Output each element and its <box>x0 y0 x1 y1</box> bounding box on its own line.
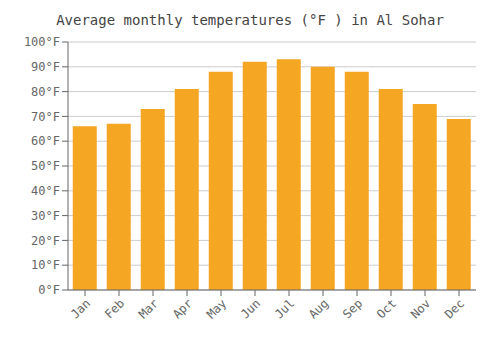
html-text:Average monthly temperatures (: Average monthly temperatures (°F ) in Al… <box>56 12 444 28</box>
svg-text:Aug: Aug <box>306 296 331 321</box>
svg-text:Apr: Apr <box>170 296 195 321</box>
svg-text:May: May <box>204 296 229 321</box>
svg-text:Nov: Nov <box>408 296 433 321</box>
svg-text:100°F: 100°F <box>24 35 60 49</box>
svg-text:40°F: 40°F <box>31 184 60 198</box>
svg-text:Oct: Oct <box>374 296 399 321</box>
svg-text:70°F: 70°F <box>31 110 60 124</box>
svg-text:90°F: 90°F <box>31 60 60 74</box>
svg-text:Jun: Jun <box>238 296 263 321</box>
svg-text:Sep: Sep <box>340 296 365 321</box>
svg-text:50°F: 50°F <box>31 159 60 173</box>
svg-text:Jan: Jan <box>68 296 93 321</box>
svg-text:Dec: Dec <box>442 296 467 321</box>
svg-text:60°F: 60°F <box>31 134 60 148</box>
svg-text:10°F: 10°F <box>31 258 60 272</box>
svg-text:80°F: 80°F <box>31 85 60 99</box>
svg-text:Mar: Mar <box>136 296 161 321</box>
svg-text:Feb: Feb <box>102 296 127 321</box>
svg-text:30°F: 30°F <box>31 209 60 223</box>
svg-text:Jul: Jul <box>272 296 297 321</box>
svg-text:20°F: 20°F <box>31 234 60 248</box>
svg-text:0°F: 0°F <box>38 283 60 297</box>
